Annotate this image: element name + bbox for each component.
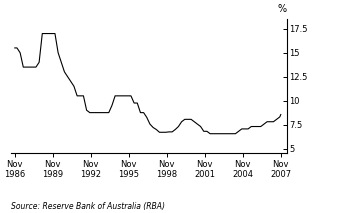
Text: %: % xyxy=(278,4,287,14)
Text: Source: Reserve Bank of Australia (RBA): Source: Reserve Bank of Australia (RBA) xyxy=(11,202,165,211)
